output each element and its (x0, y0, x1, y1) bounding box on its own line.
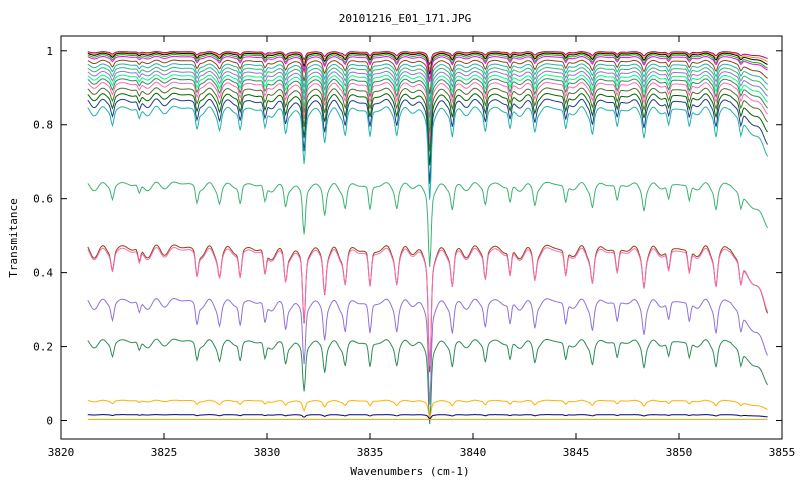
series-line-5 (87, 55, 768, 82)
series-line-3 (87, 52, 768, 75)
plot-area (87, 51, 769, 425)
series-line-2 (87, 51, 768, 71)
x-tick-label: 3830 (254, 446, 281, 459)
x-tick-label: 3850 (666, 446, 693, 459)
series-line-11 (87, 77, 768, 134)
y-tick-label: 0.4 (33, 267, 53, 280)
series-line-16 (87, 105, 769, 200)
series-line-14 (87, 92, 769, 166)
x-tick-label: 3845 (563, 446, 590, 459)
series-line-17 (87, 181, 769, 267)
x-tick-label: 3855 (769, 446, 796, 459)
x-axis-label: Wavenumbers (cm-1) (350, 465, 469, 478)
series-line-1 (87, 51, 768, 66)
x-tick-label: 3835 (357, 446, 384, 459)
x-tick-label: 3825 (151, 446, 178, 459)
y-tick-label: 0.8 (33, 119, 53, 132)
x-axis-ticks: 3820 3825 3830 3835 3840 3845 3850 3855 (48, 36, 796, 459)
y-tick-label: 0 (46, 415, 53, 428)
series-line-23 (87, 414, 768, 420)
y-axis-label: Transmitance (7, 198, 20, 277)
series-line-7 (87, 63, 768, 102)
series-line-15 (87, 98, 769, 184)
series-line-21 (87, 338, 769, 425)
y-axis-ticks: 0 0.2 0.4 0.6 0.8 1 (33, 45, 782, 428)
series-line-8 (87, 66, 768, 110)
series-line-20 (87, 297, 769, 405)
x-tick-label: 3840 (460, 446, 487, 459)
chart-title: 20101216_E01_171.JPG (339, 12, 471, 25)
series-line-19 (87, 246, 769, 367)
series-line-10 (87, 74, 768, 126)
y-tick-label: 1 (46, 45, 53, 58)
series-line-9 (87, 70, 768, 118)
series-line-22 (87, 399, 768, 420)
series-line-12 (87, 81, 768, 142)
series-line-13 (87, 87, 768, 152)
y-tick-label: 0.6 (33, 193, 53, 206)
y-tick-label: 0.2 (33, 341, 53, 354)
x-tick-label: 3820 (48, 446, 75, 459)
plot-frame (60, 35, 783, 440)
series-line-6 (87, 59, 768, 95)
